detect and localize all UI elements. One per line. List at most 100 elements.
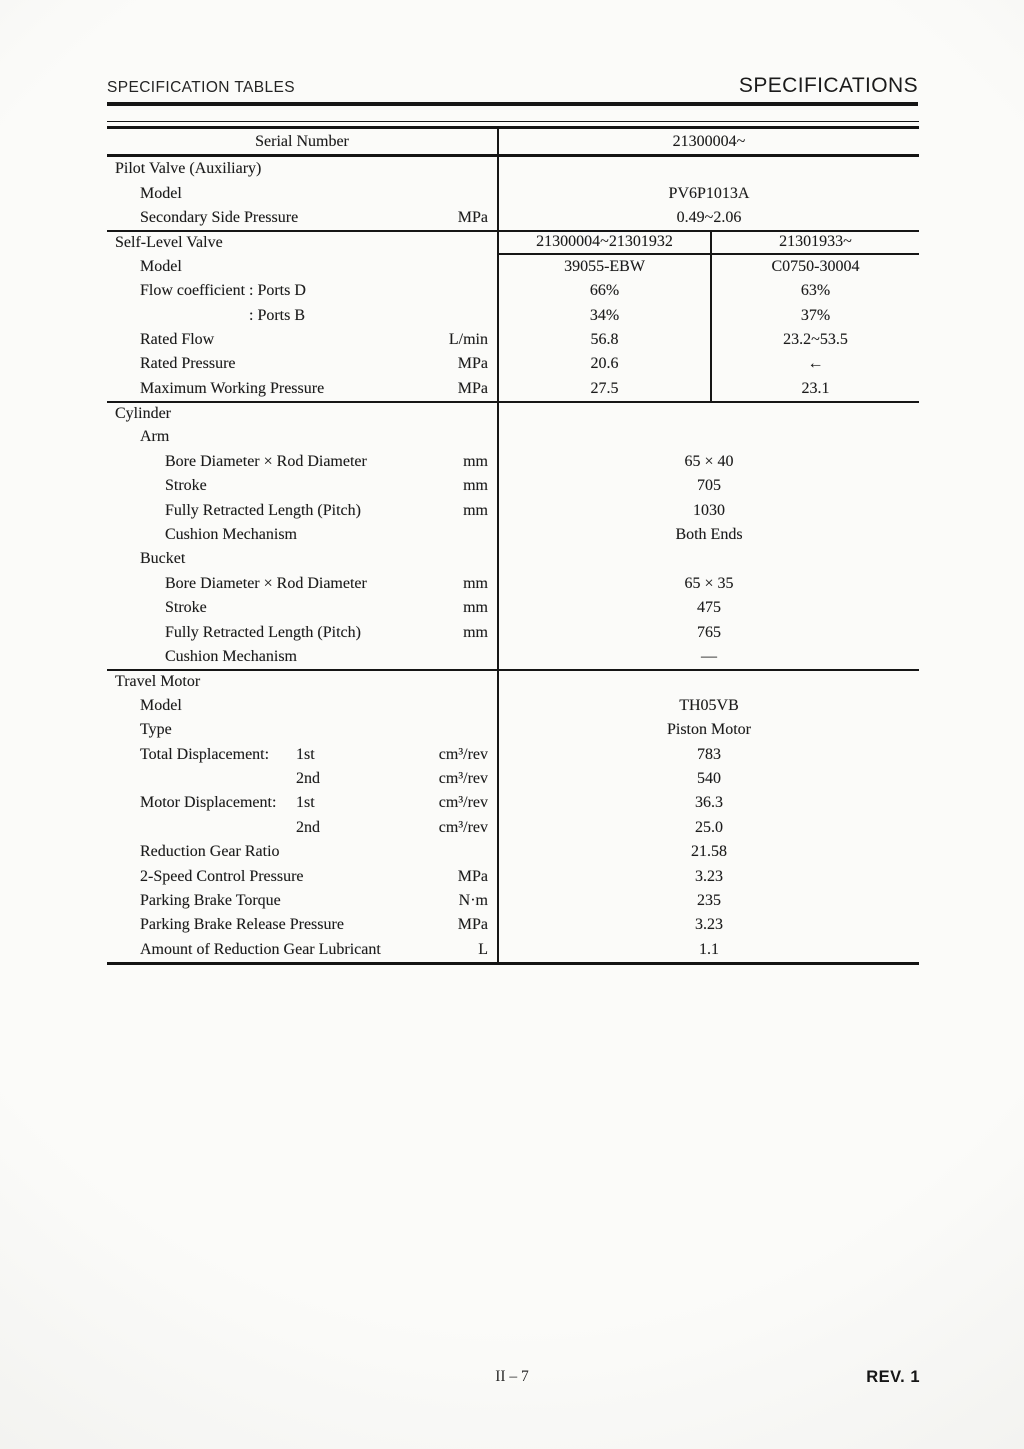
label-cell: Cushion Mechanism [107, 645, 497, 669]
value-cell: PV6P1013A [497, 181, 919, 206]
table-row: Travel Motor [107, 669, 919, 694]
table-row: Bore Diameter × Rod Diameter mm 65 × 35 [107, 571, 919, 597]
value-cell [497, 671, 919, 694]
label-cell: Flow coefficient: Ports D [107, 279, 497, 303]
label-cell: 2nd cm³/rev [107, 816, 497, 840]
value-cell: 705 [497, 474, 919, 499]
value-cell: Both Ends [497, 522, 919, 548]
table-top-thin-rule [107, 121, 919, 122]
table-row: Cylinder [107, 400, 919, 426]
label-cell: Cylinder [107, 403, 497, 425]
row-unit: cm³/rev [438, 745, 488, 763]
row-unit: mm [463, 623, 488, 641]
row-label: Cushion Mechanism [165, 526, 297, 544]
row-label: 2-Speed Control Pressure [140, 867, 304, 885]
label-cell: Reduction Gear Ratio [107, 840, 497, 864]
specification-table: Serial Number 21300004~ Pilot Valve (Aux… [107, 121, 919, 965]
table-row: Model PV6P1013A [107, 181, 919, 206]
row-label: Model [140, 257, 182, 275]
row-sub-label: 1st [296, 794, 315, 812]
row-value: 39055-EBW [564, 257, 645, 275]
revision-label: REV. 1 [866, 1368, 920, 1386]
row-label: Stroke [165, 599, 207, 617]
value-cell: — [497, 644, 919, 670]
value-cell: 765 [497, 620, 919, 645]
row-label: Bore Diameter × Rod Diameter [165, 574, 367, 592]
table-row: Pilot Valve (Auxiliary) [107, 157, 919, 182]
value-cell: Piston Motor [497, 717, 919, 743]
value-cell: 0.49~2.06 [497, 205, 919, 231]
value-cell: 783 [497, 742, 919, 767]
row-unit: cm³/rev [438, 794, 488, 812]
label-cell: Total Displacement: 1st cm³/rev [107, 742, 497, 766]
value-cell: 34% 37% [497, 303, 919, 328]
row-label: Self-Level Valve [115, 234, 223, 252]
row-label: Secondary Side Pressure [140, 208, 299, 226]
row-unit: L/min [448, 330, 488, 348]
value-cell: 21300004~ [497, 129, 919, 154]
header-section-title: SPECIFICATION TABLES [107, 79, 296, 96]
table-row: : Ports B 34% 37% [107, 303, 919, 328]
row-value: 3.23 [695, 916, 723, 934]
row-label: Cushion Mechanism [165, 648, 297, 665]
row-value: 25.0 [695, 818, 723, 836]
row-sub-label: 1st [296, 745, 315, 763]
table-row: Fully Retracted Length (Pitch) mm 1030 [107, 498, 919, 523]
row-label: Cylinder [115, 405, 171, 423]
label-cell: Serial Number [107, 129, 497, 154]
row-value: 540 [697, 769, 721, 787]
table-row: Parking Brake Torque N·m 235 [107, 888, 919, 914]
row-unit: MPa [457, 867, 488, 885]
label-cell: Bucket [107, 547, 497, 571]
row-value: 235 [697, 891, 721, 909]
label-cell: 2-Speed Control Pressure MPa [107, 864, 497, 888]
value-cell: 540 [497, 766, 919, 792]
row-unit: mm [463, 501, 488, 519]
row-value: PV6P1013A [668, 184, 750, 202]
row-value: 23.1 [710, 376, 919, 401]
label-cell: Motor Displacement: 1st cm³/rev [107, 791, 497, 815]
value-cell: 56.8 23.2~53.5 [497, 327, 919, 353]
label-cell: Model [107, 694, 497, 718]
row-value: 21300004~21301932 [536, 233, 673, 251]
row-label: Model [140, 696, 182, 714]
label-cell: Amount of Reduction Gear Lubricant L [107, 938, 497, 962]
header-rule [107, 102, 918, 106]
row-value: 475 [697, 599, 721, 617]
row-value: 21300004~ [672, 132, 746, 150]
row-unit: MPa [457, 916, 488, 934]
table-row: Flow coefficient: Ports D 66% 63% [107, 278, 919, 304]
table-row: Fully Retracted Length (Pitch) mm 765 [107, 620, 919, 645]
value-cell: 25.0 [497, 815, 919, 840]
value-cell: 20.6 ← [497, 352, 919, 377]
value-cell: TH05VB [497, 693, 919, 718]
row-unit: MPa [457, 355, 488, 373]
row-label: Reduction Gear Ratio [140, 843, 280, 861]
value-cell: 36.3 [497, 791, 919, 816]
row-sub-label: : Ports B [249, 306, 306, 324]
row-label: Arm [140, 428, 170, 446]
label-cell: Stroke mm [107, 474, 497, 498]
label-cell: Stroke mm [107, 596, 497, 620]
row-label: Stroke [165, 477, 207, 495]
row-sub-label: 2nd [296, 769, 320, 787]
row-label: Travel Motor [115, 673, 201, 691]
row-label: Total Displacement: [140, 745, 270, 763]
row-label: Maximum Working Pressure [140, 379, 325, 397]
header-chapter-title: SPECIFICATIONS [738, 74, 918, 97]
label-cell: Parking Brake Release Pressure MPa [107, 913, 497, 937]
row-sub-label: 2nd [296, 818, 320, 836]
row-value: 34% [589, 306, 620, 324]
table-row: 2nd cm³/rev 25.0 [107, 815, 919, 840]
table-row: 2-Speed Control Pressure MPa 3.23 [107, 864, 919, 889]
row-unit: mm [463, 599, 488, 617]
row-unit: MPa [457, 379, 488, 397]
row-unit: L [478, 940, 488, 958]
table-row: Reduction Gear Ratio 21.58 [107, 839, 919, 865]
value-cell: 1.1 [497, 937, 919, 962]
table-row: Rated Flow L/min 56.8 23.2~53.5 [107, 327, 919, 353]
row-value: 63% [710, 278, 919, 304]
row-value: 56.8 [590, 330, 619, 348]
label-cell: Parking Brake Torque N·m [107, 889, 497, 913]
row-unit: mm [463, 574, 488, 592]
